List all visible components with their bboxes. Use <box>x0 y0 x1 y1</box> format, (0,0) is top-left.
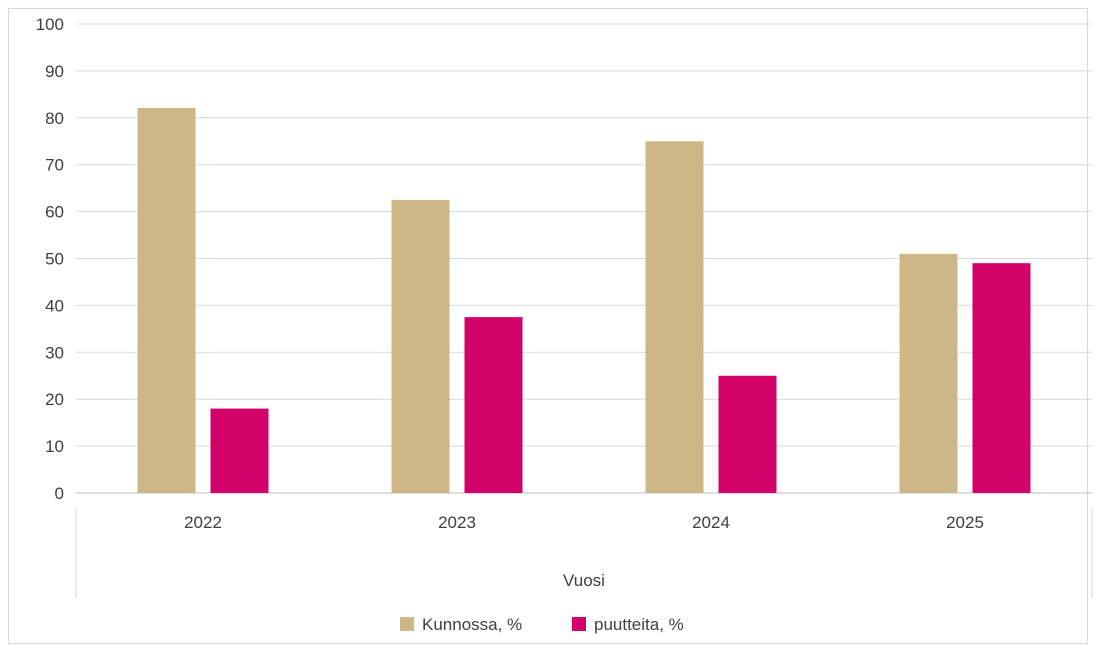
bar-puutteita-2022 <box>210 408 269 493</box>
y-tick-label: 0 <box>55 484 64 503</box>
bar-puutteita-2024 <box>718 375 777 493</box>
y-tick-label: 100 <box>36 15 64 34</box>
bar-kunnossa-2024 <box>645 141 704 493</box>
legend-label: puutteita, % <box>594 615 684 634</box>
x-tick-label: 2023 <box>438 513 476 532</box>
legend-label: Kunnossa, % <box>422 615 522 634</box>
bar-kunnossa-2023 <box>391 199 450 493</box>
x-axis: 2022 2023 2024 2025 <box>75 509 1093 598</box>
y-tick-label: 10 <box>45 437 64 456</box>
y-tick-label: 20 <box>45 390 64 409</box>
legend-swatch <box>572 617 586 631</box>
legend-swatch <box>400 617 414 631</box>
bar-puutteita-2023 <box>464 317 523 493</box>
y-tick-label: 40 <box>45 296 64 315</box>
y-axis-tick-labels: 0 10 20 30 40 50 60 70 80 90 100 <box>36 15 64 503</box>
bar-kunnossa-2025 <box>899 253 958 493</box>
x-tick-label: 2025 <box>946 513 984 532</box>
y-tick-label: 50 <box>45 250 64 269</box>
bar-puutteita-2025 <box>972 263 1031 493</box>
legend: Kunnossa, % puutteita, % <box>400 615 684 634</box>
y-tick-label: 90 <box>45 62 64 81</box>
y-tick-label: 30 <box>45 343 64 362</box>
y-tick-label: 80 <box>45 109 64 128</box>
bar-kunnossa-2022 <box>137 107 196 494</box>
y-tick-label: 70 <box>45 156 64 175</box>
x-tick-label: 2022 <box>184 513 222 532</box>
x-axis-title: Vuosi <box>563 571 605 590</box>
bars <box>137 107 1031 494</box>
y-tick-label: 60 <box>45 203 64 222</box>
x-tick-label: 2024 <box>692 513 730 532</box>
